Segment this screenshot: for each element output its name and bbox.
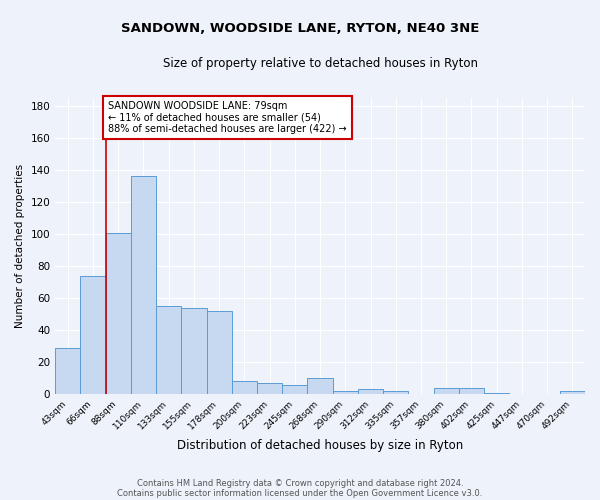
X-axis label: Distribution of detached houses by size in Ryton: Distribution of detached houses by size … xyxy=(177,440,463,452)
Bar xyxy=(106,232,131,394)
Text: Contains public sector information licensed under the Open Government Licence v3: Contains public sector information licen… xyxy=(118,488,482,498)
Bar xyxy=(484,392,509,394)
Bar xyxy=(131,176,156,394)
Bar xyxy=(232,382,257,394)
Title: Size of property relative to detached houses in Ryton: Size of property relative to detached ho… xyxy=(163,58,478,70)
Bar xyxy=(80,276,106,394)
Bar xyxy=(257,383,282,394)
Bar xyxy=(55,348,80,394)
Bar xyxy=(560,391,585,394)
Y-axis label: Number of detached properties: Number of detached properties xyxy=(15,164,25,328)
Bar xyxy=(459,388,484,394)
Text: Contains HM Land Registry data © Crown copyright and database right 2024.: Contains HM Land Registry data © Crown c… xyxy=(137,478,463,488)
Bar xyxy=(383,391,409,394)
Text: SANDOWN, WOODSIDE LANE, RYTON, NE40 3NE: SANDOWN, WOODSIDE LANE, RYTON, NE40 3NE xyxy=(121,22,479,36)
Bar xyxy=(332,391,358,394)
Bar xyxy=(358,390,383,394)
Bar xyxy=(307,378,332,394)
Text: SANDOWN WOODSIDE LANE: 79sqm
← 11% of detached houses are smaller (54)
88% of se: SANDOWN WOODSIDE LANE: 79sqm ← 11% of de… xyxy=(108,102,347,134)
Bar xyxy=(156,306,181,394)
Bar xyxy=(206,311,232,394)
Bar xyxy=(434,388,459,394)
Bar xyxy=(181,308,206,394)
Bar xyxy=(282,384,307,394)
